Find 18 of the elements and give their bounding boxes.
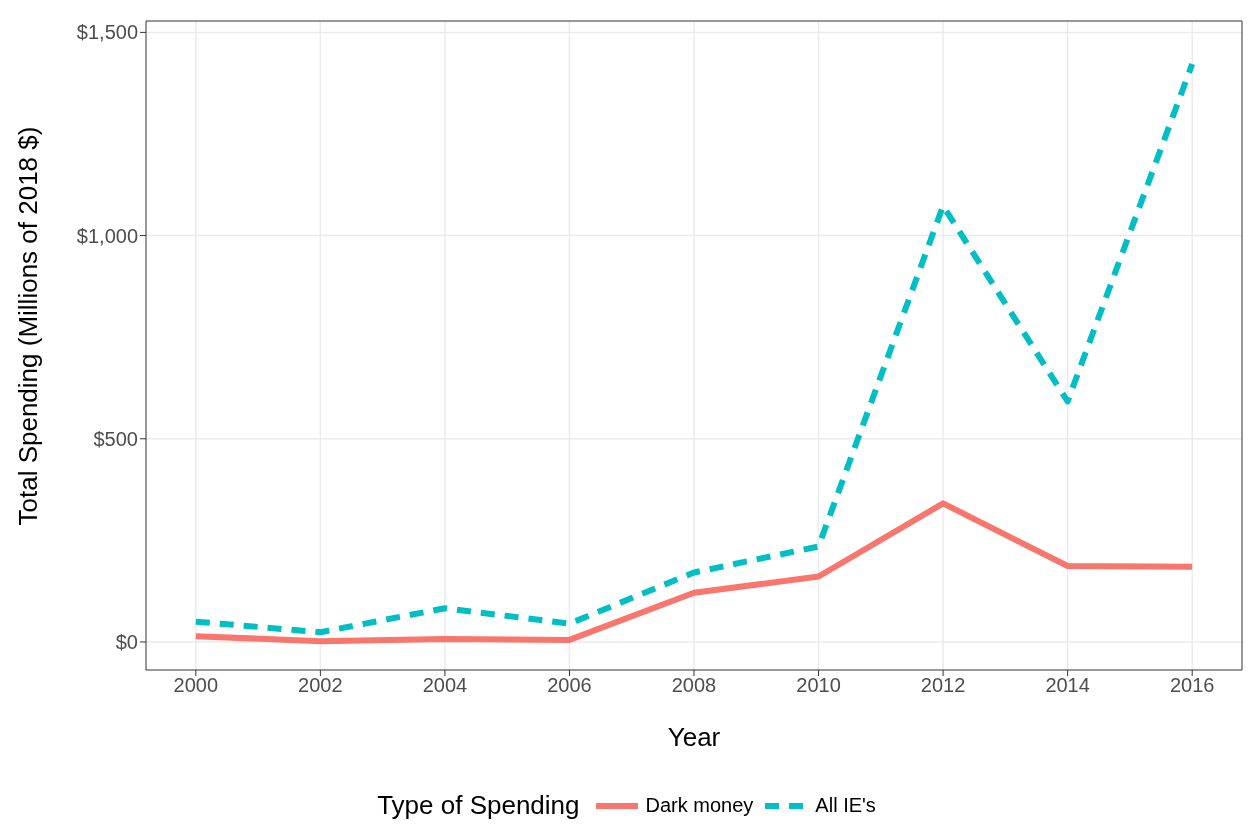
x-tick-label: 2006 [547, 674, 592, 697]
y-tick-label: $1,500 [76, 21, 138, 44]
legend-label: Dark money [645, 794, 754, 817]
legend-label: All IE's [815, 794, 876, 817]
x-tick-label: 2002 [298, 674, 343, 697]
x-tick-label: 2000 [173, 674, 219, 697]
y-tick-label: $0 [115, 631, 138, 654]
x-axis-title: Year [667, 722, 721, 752]
y-tick-label: $1,000 [76, 224, 138, 247]
x-tick-label: 2004 [422, 674, 468, 697]
y-tick-label: $500 [93, 427, 138, 450]
y-axis-title: Total Spending (Millions of 2018 $) [13, 126, 44, 526]
x-tick-label: 2016 [1169, 674, 1215, 697]
x-tick-label: 2010 [796, 674, 841, 697]
x-tick-label: 2008 [671, 674, 717, 697]
x-tick-label: 2012 [920, 674, 966, 697]
x-tick-label: 2014 [1045, 674, 1090, 697]
legend-title: Type of Spending [377, 790, 580, 821]
